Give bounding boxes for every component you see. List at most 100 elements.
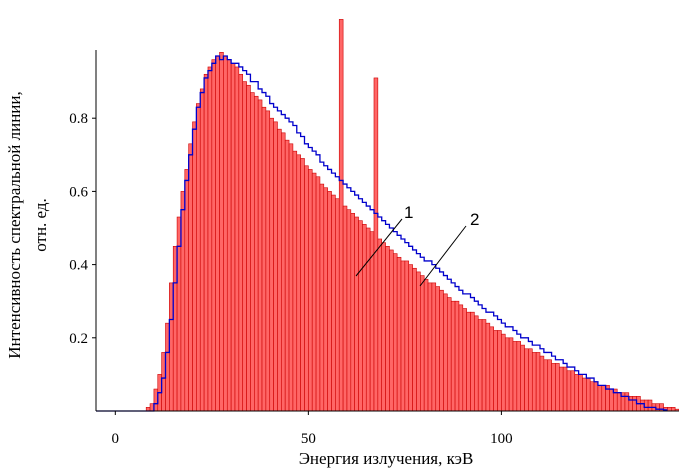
histogram-bar: [435, 286, 440, 412]
histogram-bar: [574, 374, 579, 412]
histogram-bar: [559, 366, 564, 412]
histogram-bar: [474, 315, 479, 412]
histogram-bar: [593, 381, 599, 412]
histogram-bar: [323, 187, 328, 412]
histogram-bar: [508, 337, 514, 412]
histogram-bar: [242, 81, 247, 412]
y-tick-label: 0.4: [69, 258, 88, 274]
histogram-bar: [516, 341, 522, 412]
histogram-bar: [412, 267, 417, 412]
histogram-bar: [261, 106, 267, 412]
histogram-bar: [358, 220, 363, 412]
histogram-bar: [265, 110, 271, 412]
histogram-bar: [485, 322, 491, 412]
histogram-bar: [207, 66, 213, 412]
histogram-bar: [311, 172, 317, 412]
histogram-bar: [531, 352, 537, 412]
x-tick-label: 50: [301, 431, 316, 447]
histogram-bar: [497, 330, 502, 412]
histogram-bar: [450, 300, 456, 412]
histogram-bar: [373, 77, 379, 412]
x-axis-title: Энергия излучения, кэВ: [299, 449, 474, 468]
histogram-bar: [288, 143, 294, 412]
histogram-bar: [404, 260, 410, 412]
histogram-bar: [192, 121, 197, 412]
histogram-bar: [462, 308, 467, 412]
histogram-bar: [466, 311, 471, 412]
x-tick-label: 0: [112, 431, 120, 447]
histogram-bar: [215, 55, 220, 412]
histogram-bar: [431, 282, 437, 412]
histogram-bar: [481, 319, 487, 412]
histogram-bar: [396, 256, 402, 412]
histogram-bar: [354, 216, 359, 412]
histogram-bar: [269, 117, 274, 412]
histogram-bar: [439, 289, 444, 412]
histogram-bar: [338, 19, 344, 412]
histogram-bar: [489, 326, 494, 412]
histogram-bar: [423, 278, 429, 412]
histogram-bar: [539, 355, 545, 412]
histogram-bar: [257, 99, 263, 412]
histogram-bar: [667, 407, 672, 412]
histogram-bar: [250, 92, 255, 412]
histogram-bar: [647, 399, 653, 412]
histogram-bar: [392, 253, 398, 412]
histogram-bar: [416, 271, 421, 412]
histogram-bar: [223, 55, 228, 412]
histogram-bar: [273, 121, 278, 412]
y-tick-label: 0.8: [69, 111, 88, 127]
histogram-bar: [238, 73, 244, 412]
histogram-bar: [443, 293, 448, 412]
y-axis-title-line1: Интенсивность спектральной линии,: [5, 91, 24, 358]
histogram-bar: [226, 59, 232, 412]
histogram-bar: [350, 213, 355, 412]
histogram-bar: [624, 392, 630, 412]
bars-series-layer: [145, 19, 679, 412]
histogram-bar: [246, 84, 251, 412]
histogram-bar: [362, 224, 367, 412]
histogram-bar: [315, 176, 321, 412]
histogram-bar: [304, 165, 309, 412]
histogram-bar: [551, 363, 556, 412]
histogram-bar: [385, 246, 390, 412]
histogram-bar: [427, 282, 433, 412]
histogram-bar: [346, 209, 352, 412]
histogram-bar: [300, 158, 305, 412]
histogram-bar: [284, 139, 290, 412]
histogram-bar: [512, 341, 518, 412]
histogram-bar: [335, 198, 340, 412]
histogram-bar: [319, 183, 325, 412]
histogram-bar: [420, 275, 425, 412]
step-series-line: [96, 55, 668, 412]
histogram-bar: [219, 52, 224, 412]
y-axis-title-line2: отн. ед.: [31, 198, 50, 252]
histogram-bar: [400, 260, 406, 412]
histogram-bar: [230, 62, 236, 412]
histogram-bar: [277, 128, 282, 412]
histogram-bar: [501, 333, 506, 412]
histogram-bar: [331, 194, 336, 412]
histogram-bar: [454, 300, 460, 412]
histogram-bar: [528, 348, 533, 412]
histogram-bar: [188, 143, 193, 412]
annotation-2-leader: [419, 225, 467, 287]
histogram-bar: [408, 264, 413, 412]
ticks-layer: 0 50 100 0.2 0.4 0.6 0.8: [69, 111, 512, 447]
histogram-bar: [377, 238, 383, 412]
histogram-bar: [296, 154, 301, 412]
histogram-bar: [597, 385, 603, 412]
histogram-bar: [196, 103, 201, 412]
histogram-bar: [203, 73, 209, 412]
histogram-bar: [281, 132, 286, 412]
histogram-bar: [535, 352, 541, 412]
histogram-bar: [543, 359, 549, 412]
histogram-bar: [327, 191, 332, 412]
histogram-bar: [365, 227, 371, 412]
histogram-bar: [342, 205, 348, 412]
x-tick-label: 100: [490, 431, 513, 447]
histogram-bar: [524, 348, 529, 412]
histogram-bar: [211, 59, 216, 412]
histogram-bar: [389, 249, 394, 412]
